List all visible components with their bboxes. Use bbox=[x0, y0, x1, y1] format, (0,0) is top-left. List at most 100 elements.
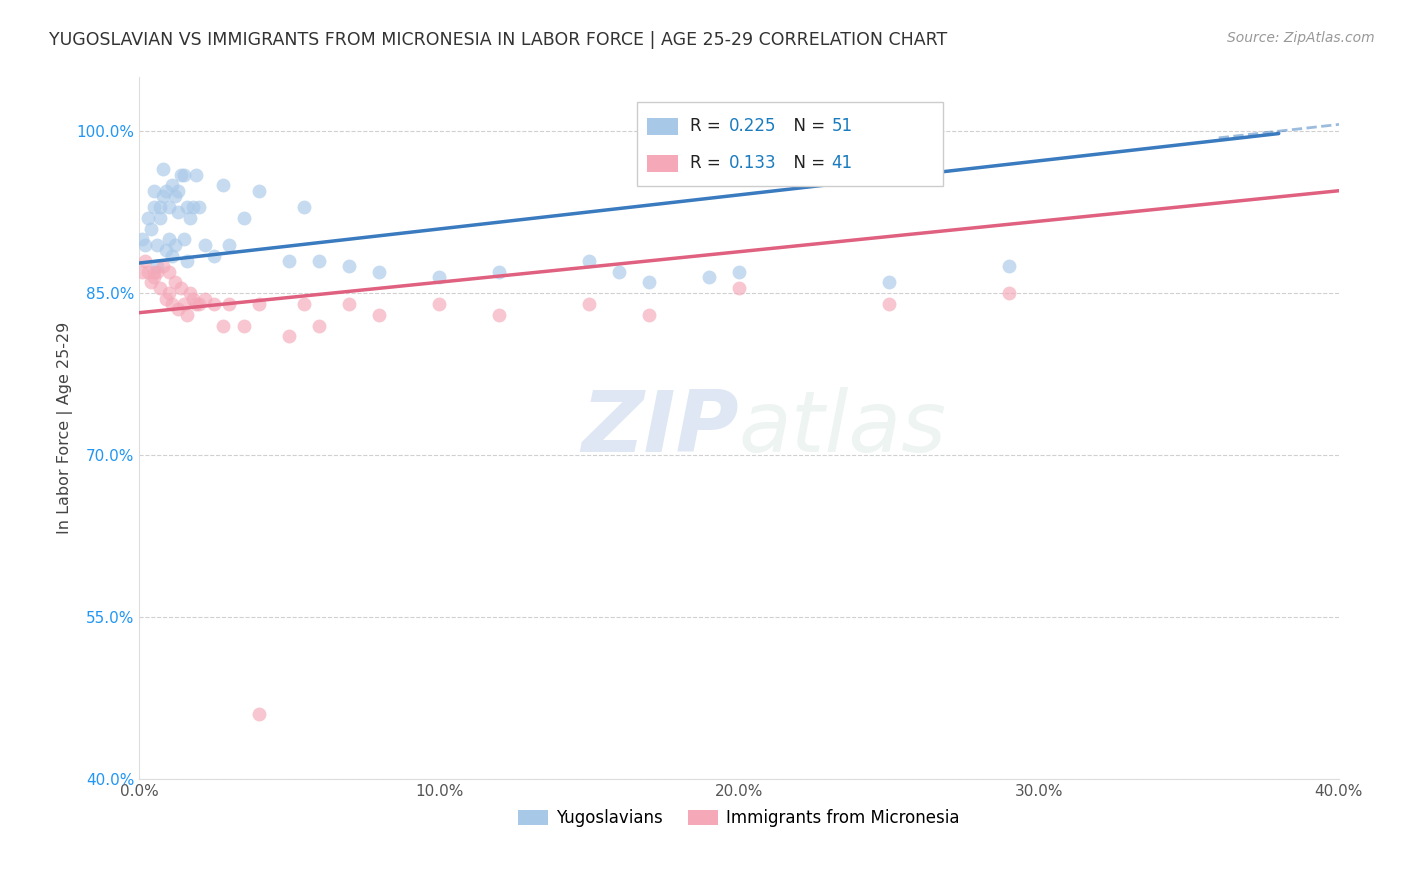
Point bbox=[143, 200, 166, 214]
Point bbox=[167, 184, 190, 198]
Point bbox=[173, 168, 195, 182]
Point bbox=[179, 211, 201, 225]
Point bbox=[368, 265, 391, 279]
Point bbox=[292, 297, 315, 311]
Point bbox=[134, 253, 156, 268]
Point bbox=[157, 286, 180, 301]
Point bbox=[233, 318, 256, 333]
Point bbox=[292, 200, 315, 214]
Point bbox=[146, 260, 169, 274]
Point bbox=[149, 200, 172, 214]
Text: ZIP: ZIP bbox=[581, 386, 740, 470]
Text: atlas: atlas bbox=[740, 386, 946, 470]
Point bbox=[578, 253, 600, 268]
FancyBboxPatch shape bbox=[647, 118, 678, 135]
Point bbox=[278, 329, 301, 343]
Point bbox=[194, 292, 217, 306]
Point bbox=[728, 265, 751, 279]
Point bbox=[728, 281, 751, 295]
Point bbox=[149, 211, 172, 225]
Point bbox=[155, 243, 177, 257]
Point bbox=[278, 253, 301, 268]
Point bbox=[167, 302, 190, 317]
Text: YUGOSLAVIAN VS IMMIGRANTS FROM MICRONESIA IN LABOR FORCE | AGE 25-29 CORRELATION: YUGOSLAVIAN VS IMMIGRANTS FROM MICRONESI… bbox=[49, 31, 948, 49]
Point bbox=[337, 297, 360, 311]
Point bbox=[247, 707, 270, 722]
Point bbox=[143, 184, 166, 198]
Text: 0.133: 0.133 bbox=[730, 153, 778, 171]
Point bbox=[131, 265, 153, 279]
Point bbox=[176, 253, 198, 268]
Point bbox=[308, 318, 330, 333]
Point bbox=[160, 178, 183, 193]
Text: 0.225: 0.225 bbox=[730, 117, 778, 135]
Point bbox=[877, 297, 900, 311]
Point bbox=[157, 200, 180, 214]
FancyBboxPatch shape bbox=[647, 155, 678, 172]
Point bbox=[146, 237, 169, 252]
Point bbox=[152, 260, 174, 274]
Point bbox=[218, 297, 240, 311]
Point bbox=[998, 286, 1021, 301]
Point bbox=[308, 253, 330, 268]
Point bbox=[998, 260, 1021, 274]
Point bbox=[697, 270, 720, 285]
Text: 41: 41 bbox=[831, 153, 852, 171]
Point bbox=[218, 237, 240, 252]
Point bbox=[638, 308, 661, 322]
Point bbox=[165, 189, 187, 203]
Point bbox=[488, 265, 510, 279]
Point bbox=[157, 265, 180, 279]
FancyBboxPatch shape bbox=[637, 102, 943, 186]
Point bbox=[170, 168, 193, 182]
Point bbox=[173, 297, 195, 311]
Point bbox=[337, 260, 360, 274]
Point bbox=[143, 270, 166, 285]
Point bbox=[247, 184, 270, 198]
Point bbox=[607, 265, 630, 279]
Point bbox=[160, 297, 183, 311]
Point bbox=[578, 297, 600, 311]
Text: N =: N = bbox=[783, 117, 831, 135]
Point bbox=[143, 265, 166, 279]
Point bbox=[194, 237, 217, 252]
Point bbox=[157, 232, 180, 246]
Point bbox=[170, 281, 193, 295]
Point bbox=[202, 248, 225, 262]
Point bbox=[152, 189, 174, 203]
Point bbox=[181, 200, 204, 214]
Point bbox=[155, 184, 177, 198]
Point bbox=[184, 168, 207, 182]
Point bbox=[176, 200, 198, 214]
Point bbox=[165, 237, 187, 252]
Text: 51: 51 bbox=[831, 117, 852, 135]
Point bbox=[165, 276, 187, 290]
Point bbox=[188, 297, 211, 311]
Point bbox=[212, 318, 235, 333]
Point bbox=[188, 200, 211, 214]
Point bbox=[149, 281, 172, 295]
Point bbox=[247, 297, 270, 311]
Point bbox=[179, 286, 201, 301]
Point bbox=[877, 276, 900, 290]
Text: N =: N = bbox=[783, 153, 831, 171]
Point bbox=[181, 292, 204, 306]
Legend: Yugoslavians, Immigrants from Micronesia: Yugoslavians, Immigrants from Micronesia bbox=[512, 803, 966, 834]
Point bbox=[202, 297, 225, 311]
Point bbox=[184, 297, 207, 311]
Point bbox=[638, 276, 661, 290]
Text: R =: R = bbox=[690, 117, 725, 135]
Point bbox=[488, 308, 510, 322]
Point bbox=[212, 178, 235, 193]
Point bbox=[141, 276, 163, 290]
Point bbox=[368, 308, 391, 322]
Point bbox=[176, 308, 198, 322]
Y-axis label: In Labor Force | Age 25-29: In Labor Force | Age 25-29 bbox=[58, 322, 73, 534]
Point bbox=[134, 237, 156, 252]
Point bbox=[233, 211, 256, 225]
Text: Source: ZipAtlas.com: Source: ZipAtlas.com bbox=[1227, 31, 1375, 45]
Point bbox=[136, 265, 159, 279]
Point bbox=[146, 265, 169, 279]
Point bbox=[131, 232, 153, 246]
Point bbox=[427, 297, 450, 311]
